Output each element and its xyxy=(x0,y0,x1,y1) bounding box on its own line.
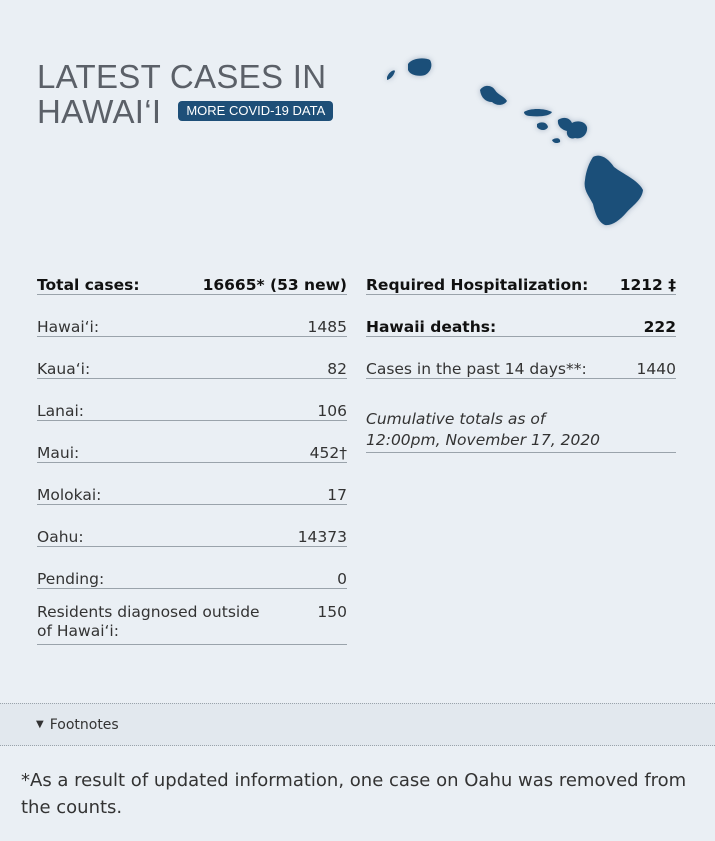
footnote-text: *As a result of updated information, one… xyxy=(21,770,687,818)
table-row: Residents diagnosed outside of Hawai‘i: … xyxy=(37,603,347,645)
table-row: Hawai‘i: 1485 xyxy=(37,309,347,337)
footnotes-toggle[interactable]: ▼ Footnotes xyxy=(0,703,715,746)
title-line-2: HAWAI‘I xyxy=(37,93,162,131)
past-14-days-row: Cases in the past 14 days**: 1440 xyxy=(366,351,676,379)
more-covid-data-button[interactable]: MORE COVID-19 DATA xyxy=(178,100,334,121)
total-cases-row: Total cases: 16665* (53 new) xyxy=(37,267,347,295)
summary-table: Required Hospitalization: 1212 ‡ Hawaii … xyxy=(366,267,676,467)
table-row: Molokai: 17 xyxy=(37,477,347,505)
deaths-row: Hawaii deaths: 222 xyxy=(366,309,676,337)
island-cases-table: Total cases: 16665* (53 new) Hawai‘i: 14… xyxy=(37,267,347,659)
title-line-1: LATEST CASES IN xyxy=(37,58,327,95)
table-row: Maui: 452† xyxy=(37,435,347,463)
table-row: Oahu: 14373 xyxy=(37,519,347,547)
triangle-down-icon: ▼ xyxy=(36,719,44,730)
table-row: Kaua‘i: 82 xyxy=(37,351,347,379)
page-title: LATEST CASES IN HAWAI‘I MORE COVID-19 DA… xyxy=(37,58,334,131)
hawaii-islands-map-icon xyxy=(380,50,650,235)
table-row: Lanai: 106 xyxy=(37,393,347,421)
cumulative-note: Cumulative totals as of 12:00pm, Novembe… xyxy=(366,401,676,453)
footnotes-label: Footnotes xyxy=(49,716,119,733)
hospitalization-row: Required Hospitalization: 1212 ‡ xyxy=(366,267,676,295)
table-row: Pending: 0 xyxy=(37,561,347,589)
